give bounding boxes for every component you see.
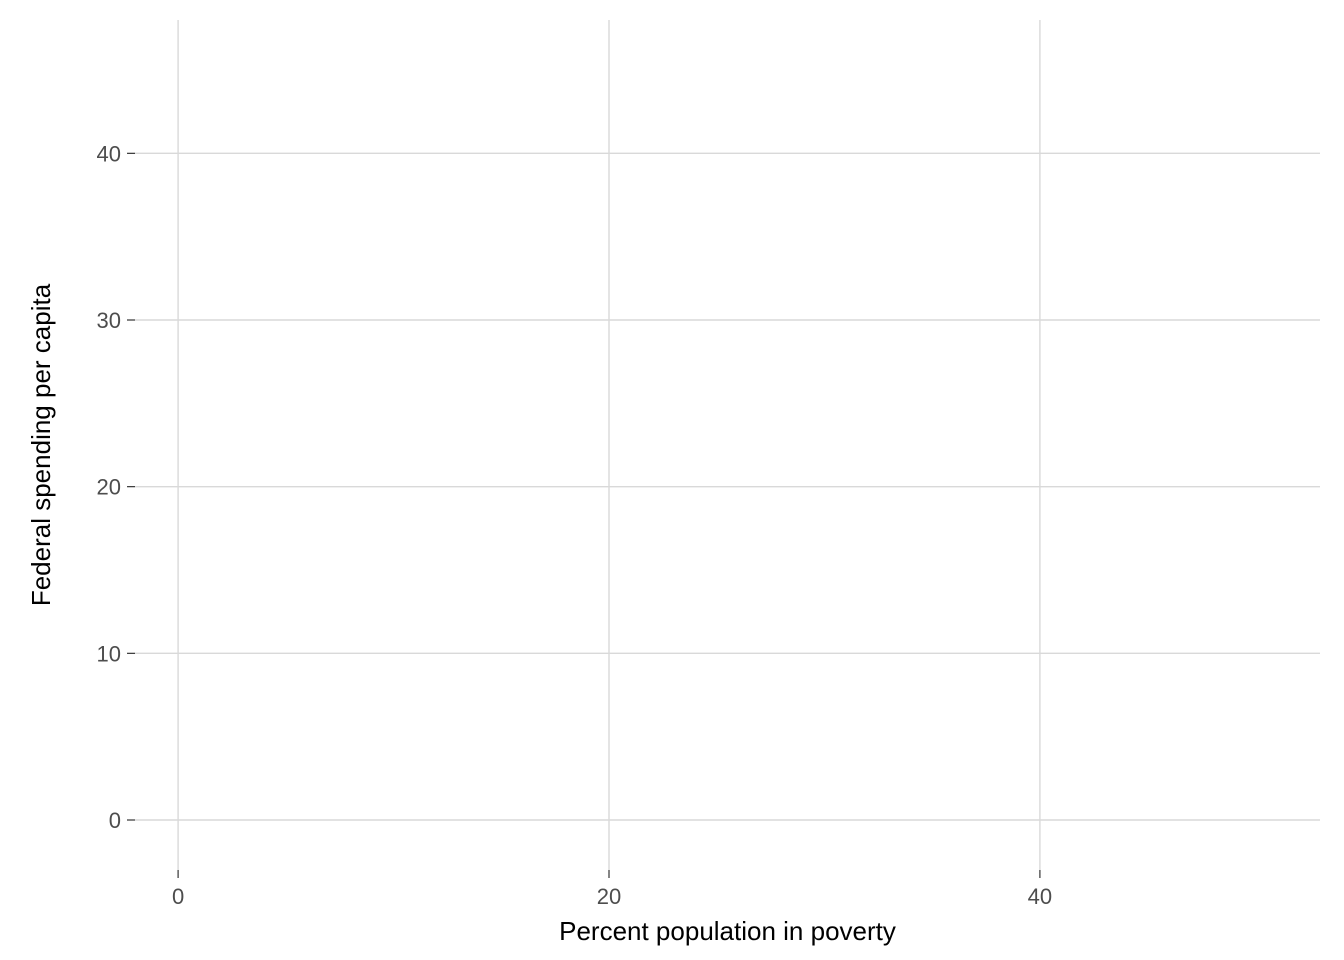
- chart-svg: 0 20 40 0 10 20 30 40 Percent population in pove…: [0, 0, 1344, 960]
- y-tick-label: 40: [97, 141, 121, 166]
- scatter-chart: 0 20 40 0 10 20 30 40 Percent population in pove…: [0, 0, 1344, 960]
- x-axis-label: Percent population in poverty: [559, 916, 896, 946]
- y-axis-label: Federal spending per capita: [26, 283, 56, 606]
- y-tick-label: 0: [109, 808, 121, 833]
- x-tick-label: 20: [597, 884, 621, 909]
- y-tick-label: 10: [97, 641, 121, 666]
- y-tick-label: 30: [97, 308, 121, 333]
- x-tick-label: 0: [172, 884, 184, 909]
- y-tick-label: 20: [97, 475, 121, 500]
- x-tick-label: 40: [1028, 884, 1052, 909]
